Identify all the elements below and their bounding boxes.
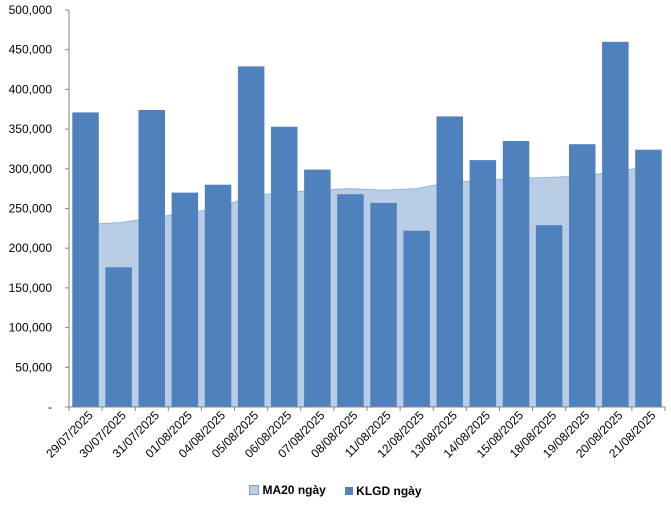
- bar-15/08/2025: [502, 141, 530, 407]
- legend-label-klgd: KLGD ngày: [356, 484, 422, 498]
- y-tick-label: 350,000: [9, 122, 53, 136]
- bar-11/08/2025: [370, 202, 397, 407]
- y-tick-label: 300,000: [9, 162, 53, 176]
- bar-14/08/2025: [469, 160, 497, 407]
- y-tick-label: 200,000: [9, 241, 53, 255]
- bar-06/08/2025: [271, 126, 298, 407]
- bar-29/07/2025: [72, 112, 99, 408]
- bar-20/08/2025: [602, 41, 629, 408]
- bar-05/08/2025: [237, 66, 265, 408]
- legend-item-klgd: KLGD ngày: [345, 484, 422, 498]
- bar-layer: [72, 41, 662, 408]
- bar-19/08/2025: [569, 144, 596, 407]
- bar-12/08/2025: [403, 230, 430, 407]
- bar-21/08/2025: [635, 149, 662, 407]
- bar-31/07/2025: [138, 110, 165, 407]
- legend-swatch-klgd: [345, 487, 354, 495]
- legend: MA20 ngày KLGD ngày: [0, 483, 671, 498]
- bar-08/08/2025: [337, 194, 364, 407]
- ma20-area: [85, 166, 649, 407]
- y-tick-label: 50,000: [15, 360, 52, 374]
- legend-item-ma20: MA20 ngày: [249, 483, 326, 497]
- bar-13/08/2025: [436, 116, 463, 408]
- ma20-area-layer: [85, 165, 649, 407]
- legend-label-ma20: MA20 ngày: [262, 483, 326, 497]
- bar-30/07/2025: [105, 267, 132, 407]
- y-tick-label: 150,000: [9, 281, 53, 295]
- bar-07/08/2025: [304, 169, 331, 407]
- y-tick-label: 250,000: [9, 202, 53, 216]
- bar-01/08/2025: [171, 192, 199, 407]
- y-tick-label: -: [48, 400, 52, 414]
- y-tick-label: 400,000: [9, 82, 53, 96]
- y-tick-label: 500,000: [9, 3, 53, 17]
- legend-swatch-ma20: [249, 485, 260, 495]
- y-tick-label: 100,000: [9, 321, 53, 335]
- y-tick-label: 450,000: [9, 43, 53, 57]
- bar-18/08/2025: [535, 225, 563, 407]
- bar-04/08/2025: [204, 184, 232, 407]
